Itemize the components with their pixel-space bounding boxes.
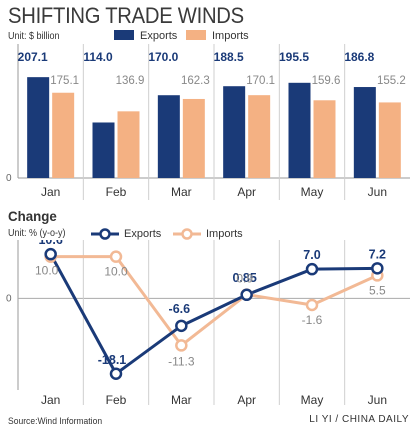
exports-point-jun [371, 262, 384, 275]
imports-point-may [305, 298, 319, 312]
bar-label-exports-jun: 186.8 [344, 50, 374, 64]
bar-label-imports-mar: 162.3 [181, 75, 210, 87]
imports-value-jun: 5.5 [369, 283, 386, 297]
exports-swatch [114, 30, 134, 40]
bar-label-exports-mar: 170.0 [148, 50, 178, 64]
imports-value-apr: 0.9 [236, 272, 253, 286]
exports-value-apr: 0.85 [232, 271, 256, 285]
bar-imports-mar [182, 98, 205, 178]
bar-x-tick-jan: Jan [41, 185, 60, 199]
exports-point-feb [109, 367, 123, 380]
bar-exports-feb [92, 122, 115, 178]
bar-label-imports-feb: 136.9 [116, 75, 145, 87]
line-legend-imports-marker [173, 228, 201, 240]
bar-exports-may [288, 82, 311, 178]
bar-x-tick-apr: Apr [237, 185, 256, 199]
line-legend-imports-label: Imports [206, 228, 243, 240]
exports-point-apr [240, 288, 253, 302]
imports-value-mar: -11.3 [168, 354, 195, 368]
imports-point-mar [175, 339, 188, 352]
line-x-tick-jun: Jun [368, 393, 387, 407]
bar-label-exports-feb: 114.0 [83, 50, 113, 64]
bar-label-imports-jan: 175.1 [50, 75, 79, 87]
bar-imports-feb [117, 111, 140, 178]
bar-label-exports-jan: 207.1 [18, 50, 48, 64]
exports-value-feb: -18.1 [98, 353, 127, 367]
line-x-tick-apr: Apr [237, 393, 256, 407]
bar-label-exports-may: 195.5 [279, 50, 309, 64]
imports-line [50, 255, 378, 347]
bar-exports-jan [27, 77, 50, 178]
line-chart-unit: Unit: % (y-o-y) [8, 228, 66, 239]
bar-legend-imports: Imports [186, 30, 249, 42]
exports-value-jun: 7.2 [369, 247, 386, 261]
imports-value-jan: 10.0 [35, 264, 59, 278]
source-note: Source:Wind Information [8, 416, 103, 427]
line-chart: 0 10.6 -18.1 -6.6 0.85 7.0 7.2 10.0 10.0 -11.3 0.9… [6, 240, 410, 407]
bar-zero-label: 0 [6, 173, 12, 184]
line-x-tick-mar: Mar [171, 393, 192, 407]
imports-point-feb [109, 250, 123, 263]
line-x-tick-jan: Jan [41, 393, 60, 407]
exports-value-mar: -6.6 [169, 302, 191, 316]
bar-label-imports-apr: 170.1 [246, 75, 275, 87]
line-x-tick-may: May [301, 393, 324, 407]
bar-x-tick-jun: Jun [368, 185, 387, 199]
line-legend-exports-label: Exports [124, 228, 162, 240]
bar-imports-jan [52, 92, 75, 178]
exports-point-mar [175, 319, 188, 333]
bar-exports-jun [353, 87, 376, 178]
bar-label-exports-apr: 188.5 [214, 50, 244, 64]
bar-exports-mar [157, 95, 180, 178]
bar-x-tick-feb: Feb [106, 185, 127, 199]
bar-imports-jun [378, 102, 401, 178]
imports-swatch [186, 30, 206, 40]
line-zero-label: 0 [6, 293, 12, 304]
change-title: Change [8, 208, 57, 224]
bar-legend-imports-label: Imports [212, 30, 249, 42]
credit-line: LI YI / CHINA DAILY [309, 414, 409, 425]
exports-value-may: 7.0 [303, 248, 320, 262]
line-x-tick-feb: Feb [106, 393, 127, 407]
bar-label-imports-may: 159.6 [312, 75, 341, 87]
exports-point-jan [44, 247, 57, 261]
line-legend-exports-marker [91, 228, 119, 240]
exports-point-may [305, 262, 319, 276]
bar-legend-exports-label: Exports [140, 30, 178, 42]
bar-imports-apr [248, 95, 271, 178]
bar-x-tick-may: May [301, 185, 324, 199]
bar-exports-apr [223, 86, 246, 178]
exports-value-jan: 10.6 [38, 240, 62, 247]
bar-legend-exports: Exports [114, 30, 177, 42]
bar-imports-may [313, 100, 336, 178]
bar-label-imports-jun: 155.2 [377, 75, 406, 87]
chart-title: SHIFTING TRADE WINDS [8, 3, 244, 28]
exports-line [49, 253, 378, 376]
bar-chart-unit: Unit: $ billion [8, 31, 60, 42]
imports-value-may: -1.6 [302, 313, 323, 327]
imports-value-feb: 10.0 [104, 265, 128, 279]
bar-x-tick-mar: Mar [171, 185, 192, 199]
